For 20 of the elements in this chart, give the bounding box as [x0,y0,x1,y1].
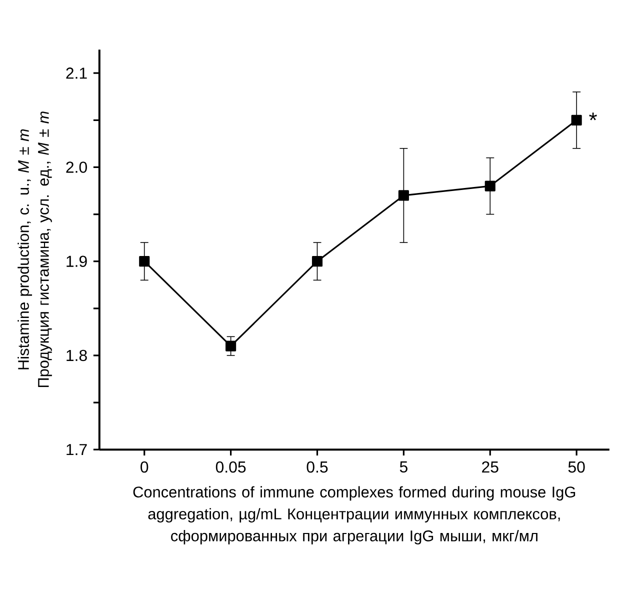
point [571,114,582,126]
x-tick-label: 0.05 [216,461,246,473]
annotation: * [589,112,597,120]
point [398,190,409,201]
point [312,256,323,267]
x-tick-label: 0.5 [306,461,328,473]
y-tick-label: 1.9 [66,256,87,267]
y-tick-label: 1.7 [66,444,87,456]
x-tick-label: 5 [400,461,408,473]
x-axis-title: Concentrations of immune complexes formed during mouse IgG aggregation, µg/mL Концентрации иммунных комплексов, сформированных при агрегации IgG мыши, мкг/мл [133,486,576,544]
point [484,180,496,192]
x-tick-label: 0 [140,461,148,473]
point [226,340,236,352]
text: Histamine production, c. u., M ± m Продукция гистамина, усл. ед., M ± m [18,112,52,388]
y-tick-label: 1.8 [66,350,87,362]
x-tick-label: 50 [568,461,585,473]
point [139,256,150,267]
y-tick-label: 2.1 [66,68,87,79]
text: 2.0 [66,162,87,173]
x-tick-label: 25 [482,461,498,473]
